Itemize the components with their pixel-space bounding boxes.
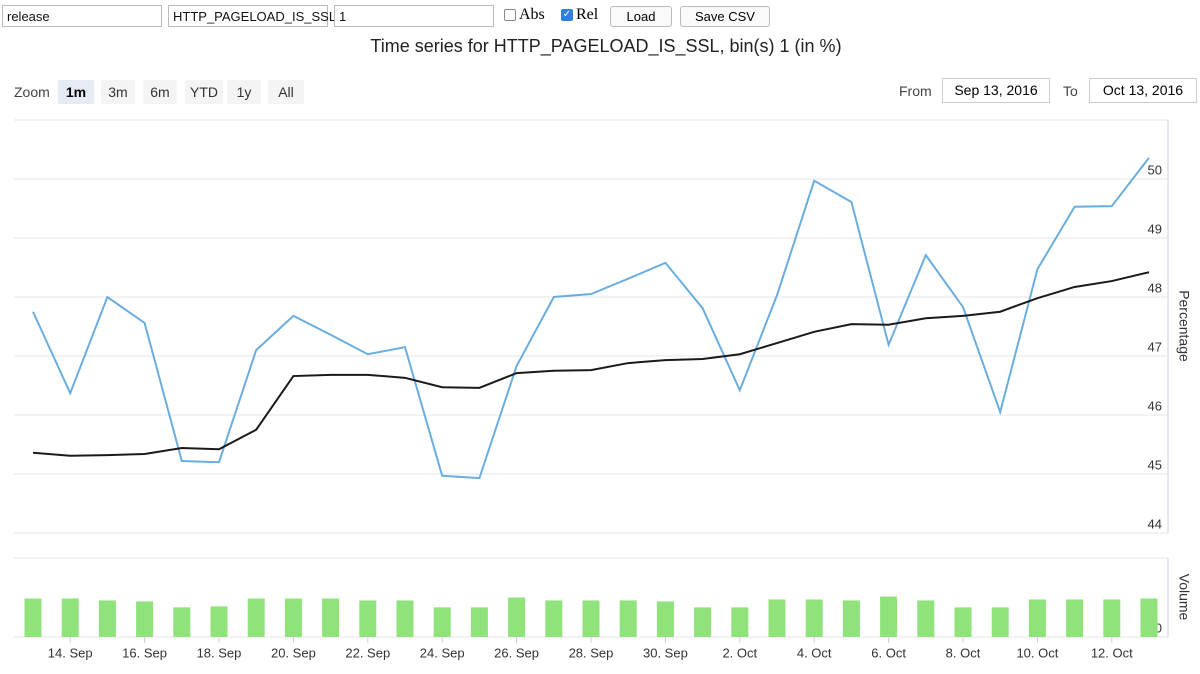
volume-bar: [210, 606, 228, 637]
volume-bar: [954, 607, 972, 637]
volume-bar: [880, 596, 898, 637]
volume-bar: [61, 598, 79, 637]
from-date[interactable]: Sep 13, 2016: [942, 78, 1050, 103]
volume-bar: [173, 607, 191, 637]
volume-bar: [1140, 598, 1158, 637]
x-tick-label: 14. Sep: [48, 645, 93, 660]
chart-title: Time series for HTTP_PAGELOAD_IS_SSL, bi…: [370, 36, 841, 57]
checkbox-label: Abs: [519, 6, 545, 23]
checkbox-label: Rel: [576, 6, 599, 23]
metric-field[interactable]: HTTP_PAGELOAD_IS_SSL: [168, 5, 336, 27]
series-line: [32, 157, 1150, 480]
volume-bar: [1103, 599, 1121, 637]
volume-bar: [694, 607, 712, 637]
y-tick-label: 47: [1148, 339, 1162, 354]
channel-field[interactable]: release: [2, 5, 162, 27]
volume-axis-title: Volume: [1176, 574, 1192, 621]
volume-bar: [545, 600, 563, 637]
x-tick-label: 16. Sep: [122, 645, 167, 660]
volume-tick-label: 0: [1155, 620, 1162, 635]
load-button[interactable]: Load: [610, 6, 672, 27]
y-tick-label: 49: [1148, 221, 1162, 236]
volume-bar: [619, 600, 637, 637]
checkbox-box[interactable]: [504, 9, 516, 21]
to-label: To: [1063, 83, 1078, 99]
zoom-button[interactable]: 3m: [101, 80, 135, 104]
volume-bar: [842, 600, 860, 637]
from-label: From: [899, 83, 932, 99]
save-csv-button[interactable]: Save CSV: [680, 6, 770, 27]
x-tick-label: 12. Oct: [1091, 645, 1133, 660]
volume-bar: [359, 600, 377, 637]
volume-bar: [98, 600, 116, 637]
volume-bar: [991, 607, 1009, 637]
volume-bar: [805, 599, 823, 637]
volume-bar: [396, 600, 414, 637]
checkbox-box[interactable]: ✓: [561, 9, 573, 21]
volume-bar: [508, 597, 526, 637]
y-axis-title: Percentage: [1176, 290, 1192, 362]
bin-field[interactable]: 1: [334, 5, 494, 27]
x-tick-label: 26. Sep: [494, 645, 539, 660]
rel-checkbox[interactable]: ✓ Rel: [561, 6, 598, 24]
volume-bar: [1066, 599, 1084, 637]
volume-bar: [322, 598, 340, 637]
zoom-button[interactable]: 1m: [58, 80, 94, 104]
abs-checkbox[interactable]: Abs: [504, 6, 545, 24]
x-tick-label: 20. Sep: [271, 645, 316, 660]
x-tick-label: 6. Oct: [871, 645, 906, 660]
x-tick-label: 24. Sep: [420, 645, 465, 660]
series-line: [32, 271, 1150, 457]
y-tick-label: 44: [1148, 516, 1162, 531]
volume-bar: [582, 600, 600, 637]
zoom-button[interactable]: 1y: [227, 80, 261, 104]
y-tick-label: 45: [1148, 457, 1162, 472]
volume-bar: [731, 607, 749, 637]
volume-bar: [24, 598, 42, 637]
volume-bar: [917, 600, 935, 637]
y-tick-label: 48: [1148, 280, 1162, 295]
volume-bar: [1028, 599, 1046, 637]
x-tick-label: 22. Sep: [345, 645, 390, 660]
x-tick-label: 18. Sep: [197, 645, 242, 660]
x-tick-label: 10. Oct: [1016, 645, 1058, 660]
volume-bar: [768, 599, 786, 637]
zoom-label: Zoom: [14, 84, 50, 100]
volume-bar: [470, 607, 488, 637]
volume-bar: [284, 598, 302, 637]
volume-bar: [136, 601, 154, 637]
x-tick-label: 2. Oct: [722, 645, 757, 660]
volume-bar: [433, 607, 451, 637]
volume-bar: [247, 598, 265, 637]
zoom-button[interactable]: YTD: [185, 80, 223, 104]
zoom-button[interactable]: 6m: [143, 80, 177, 104]
x-tick-label: 4. Oct: [797, 645, 832, 660]
zoom-button[interactable]: All: [268, 80, 304, 104]
y-tick-label: 50: [1148, 162, 1162, 177]
to-date[interactable]: Oct 13, 2016: [1089, 78, 1197, 103]
y-tick-label: 46: [1148, 398, 1162, 413]
x-tick-label: 30. Sep: [643, 645, 688, 660]
x-tick-label: 8. Oct: [946, 645, 981, 660]
volume-bar: [656, 601, 674, 637]
x-tick-label: 28. Sep: [569, 645, 614, 660]
